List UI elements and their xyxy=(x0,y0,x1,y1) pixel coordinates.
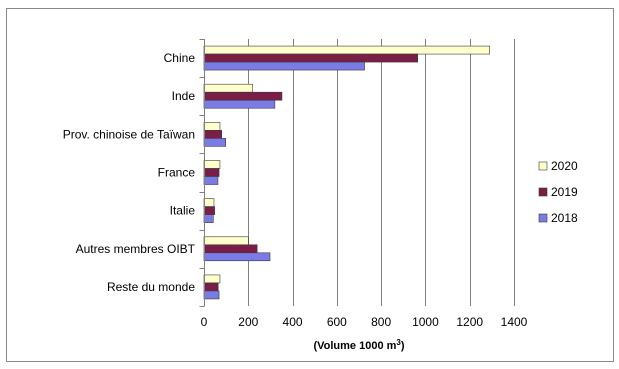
x-tick-labels: 0 200 400 600 800 1000 1200 1400 xyxy=(201,315,528,329)
bar-2020 xyxy=(203,236,249,246)
bar-2020 xyxy=(203,122,221,131)
legend-label-2019: 2019 xyxy=(551,185,578,199)
bar-2018 xyxy=(203,252,271,262)
category-label: Reste du monde xyxy=(107,280,195,294)
category-label: Italie xyxy=(170,204,196,218)
legend: 2020 2019 2018 xyxy=(538,159,578,225)
legend-label-2018: 2018 xyxy=(551,211,578,225)
bar-2018 xyxy=(203,176,219,185)
bar-2019 xyxy=(203,282,219,292)
x-tick-label: 0 xyxy=(201,315,208,329)
bar-2019 xyxy=(203,168,220,177)
bar-layer xyxy=(203,45,490,300)
legend-swatch-2018 xyxy=(538,213,548,223)
x-tick-label: 1000 xyxy=(412,315,439,329)
bar-2019 xyxy=(203,130,223,139)
bar-2018 xyxy=(203,138,227,147)
x-tick-label: 800 xyxy=(371,315,391,329)
x-tick-label: 600 xyxy=(327,315,347,329)
bar-2019 xyxy=(203,91,283,101)
bar-2020 xyxy=(203,160,221,169)
legend-label-2020: 2020 xyxy=(551,159,578,173)
bar-chart: Chine Inde Prov. chinoise de Taïwan France I… xyxy=(63,39,578,352)
bar-2020 xyxy=(203,45,490,55)
grid-layer xyxy=(248,39,515,306)
bar-2018 xyxy=(203,214,214,223)
bar-2018 xyxy=(203,61,365,71)
x-tick-label: 400 xyxy=(283,315,303,329)
category-label: Inde xyxy=(172,89,196,103)
category-label: Autres membres OIBT xyxy=(76,242,196,256)
x-tick-label: 200 xyxy=(238,315,258,329)
axis-layer xyxy=(199,39,205,307)
category-labels: Chine Inde Prov. chinoise de Taïwan France I… xyxy=(63,51,196,294)
bar-2018 xyxy=(203,290,220,300)
category-label: Chine xyxy=(164,51,196,65)
legend-swatch-2019 xyxy=(538,187,548,197)
bar-2019 xyxy=(203,53,418,63)
bar-2020 xyxy=(203,198,215,207)
bar-2020 xyxy=(203,83,254,93)
x-tick-label: 1200 xyxy=(456,315,483,329)
x-tick-label: 1400 xyxy=(501,315,528,329)
chart-frame: Chine Inde Prov. chinoise de Taïwan France I… xyxy=(6,8,614,362)
category-label: Prov. chinoise de Taïwan xyxy=(63,127,195,141)
bar-2018 xyxy=(203,99,276,109)
bar-2019 xyxy=(203,206,215,215)
legend-swatch-2020 xyxy=(538,161,548,171)
category-label: France xyxy=(158,166,196,180)
x-axis-title: (Volume 1000 m3) xyxy=(313,338,404,352)
bar-2020 xyxy=(203,274,221,284)
bar-2019 xyxy=(203,244,258,254)
